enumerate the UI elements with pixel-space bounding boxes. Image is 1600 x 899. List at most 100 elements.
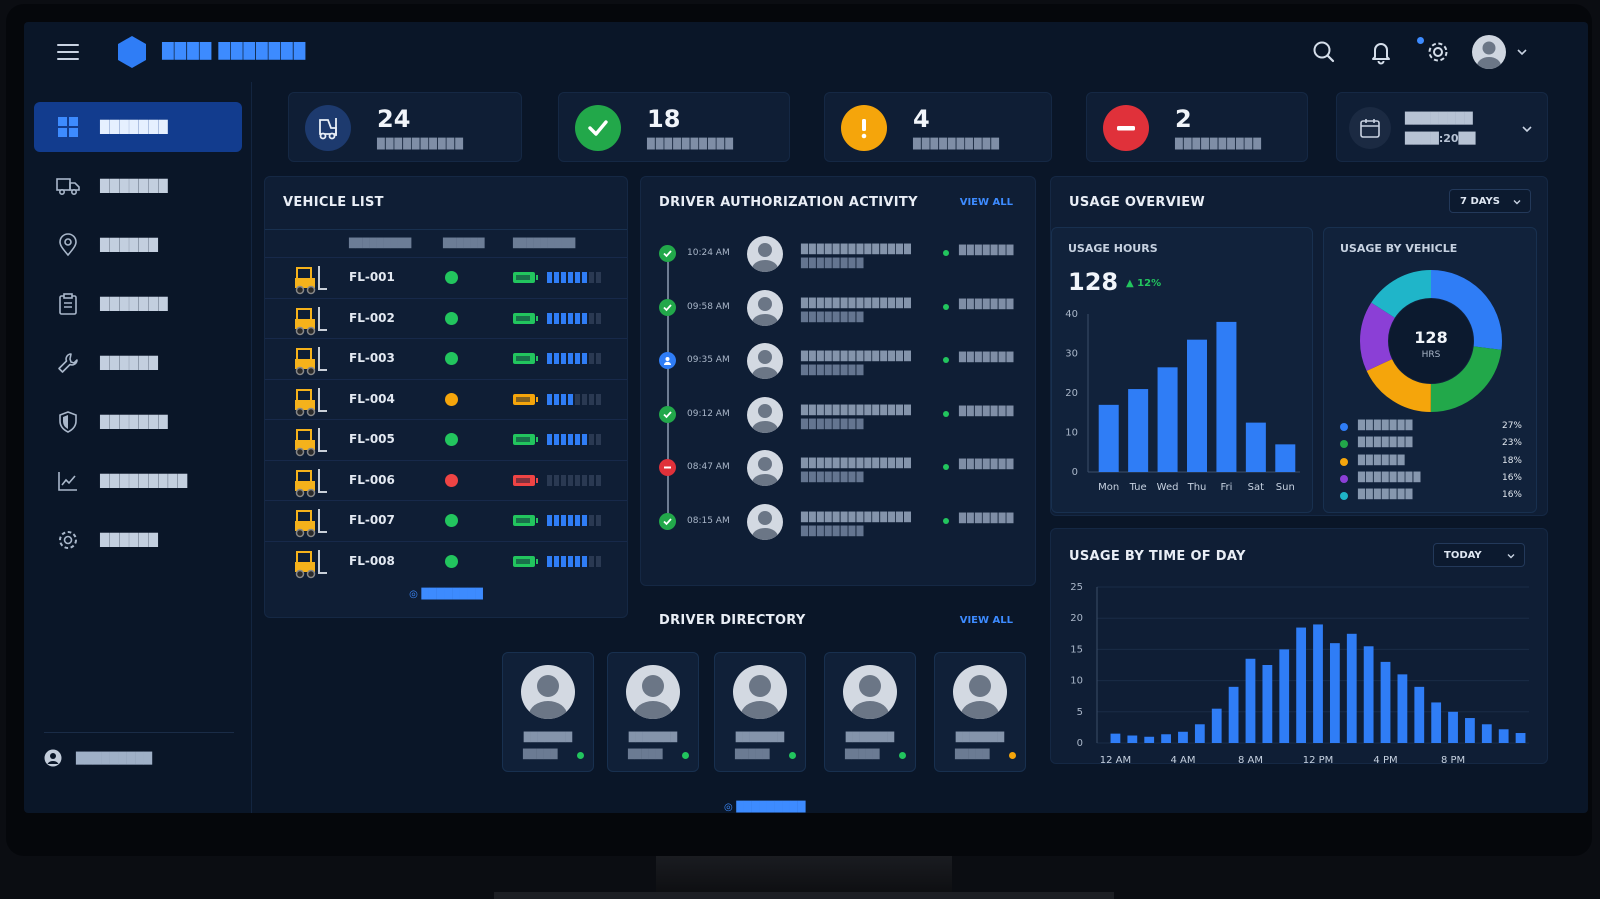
legend-label: ██████ [1358, 455, 1406, 466]
bell-icon[interactable] [1367, 38, 1395, 66]
sidebar-user[interactable]: █████████ [44, 732, 234, 767]
time-range-dropdown[interactable]: TODAY [1433, 543, 1525, 567]
sidebar-item-checklists[interactable]: ███████ [34, 279, 242, 329]
list-item[interactable]: 10:24 AM ██████████████ ████████ ███████ [659, 236, 1021, 294]
gear-icon [56, 528, 80, 552]
driver-card[interactable]: ███████ █████ [607, 652, 699, 772]
legend-swatch [1340, 492, 1348, 501]
activity-line2: ████████ [801, 473, 865, 484]
signal-bar [554, 272, 559, 283]
status-dot [943, 518, 949, 524]
sidebar-item-label: █████████ [100, 474, 188, 488]
signal-bar [575, 353, 580, 364]
activity-time: 08:47 AM [687, 462, 730, 473]
kpi-value: 24 [377, 105, 411, 133]
usage-hours-title: USAGE HOURS [1068, 242, 1158, 255]
sidebar-item-label: ███████ [100, 120, 169, 134]
table-row[interactable]: FL-002 [265, 297, 627, 338]
signal-bar [547, 272, 552, 283]
signal-bar [582, 515, 587, 526]
table-row[interactable]: FL-006 [265, 459, 627, 500]
directory-view-all-link[interactable]: VIEW ALL [959, 615, 1013, 626]
status-dot [445, 554, 458, 568]
signal-bar [575, 555, 580, 567]
bar [1245, 422, 1266, 472]
driver-card[interactable]: ███████ █████ [502, 652, 594, 772]
bar [1186, 339, 1208, 472]
driver-card[interactable]: ███████ █████ [714, 652, 806, 772]
list-item[interactable]: 08:47 AM ██████████████ ████████ ███████ [659, 450, 1021, 508]
usage-range-dropdown[interactable]: 7 DAYS [1449, 189, 1531, 213]
status-dot [682, 752, 689, 759]
donut-center-value: 128 [1414, 328, 1447, 347]
hamburger-menu-icon[interactable] [57, 44, 79, 60]
signal-bar [589, 555, 594, 567]
sidebar-item-maintenance[interactable]: ██████ [34, 338, 242, 388]
kpi-label: ██████████ [1175, 139, 1262, 150]
activity-right-text: ███████ [959, 460, 1015, 471]
table-row[interactable]: FL-008 [265, 540, 627, 581]
signal-bar [547, 515, 552, 526]
activity-view-all-link[interactable]: VIEW ALL [959, 197, 1013, 208]
trend-chart-icon [56, 469, 80, 493]
sidebar-item-settings[interactable]: ██████ [34, 515, 242, 565]
driver-role: █████ [735, 750, 770, 760]
signal-bar [561, 434, 566, 445]
chevron-down-icon[interactable] [1516, 46, 1528, 58]
driver-card[interactable]: ███████ █████ [934, 652, 1026, 772]
activity-time: 10:24 AM [687, 248, 730, 258]
settings-gear-icon[interactable] [1424, 38, 1452, 66]
signal-strength-icon [547, 515, 601, 526]
bar [1262, 665, 1273, 743]
usage-overview-title: USAGE OVERVIEW [1069, 195, 1206, 210]
sidebar-item-safety[interactable]: ███████ [34, 397, 242, 447]
driver-name: ███████ [735, 733, 785, 743]
signal-bar [596, 353, 601, 364]
user-avatar[interactable] [1472, 35, 1506, 69]
driver-card[interactable]: ███████ █████ [824, 652, 916, 772]
table-row[interactable]: FL-004 [265, 378, 627, 419]
driver-avatar [747, 396, 783, 433]
status-dot [445, 271, 458, 284]
table-row[interactable]: FL-007 [265, 500, 627, 540]
table-row[interactable]: FL-001 [265, 257, 627, 297]
signal-bar [547, 555, 552, 567]
legend-label: ███████ [1358, 421, 1414, 431]
activity-line1: ██████████████ [801, 245, 912, 255]
sidebar-item-dashboard[interactable]: ███████ [34, 102, 242, 152]
activity-time: 09:35 AM [687, 355, 730, 366]
list-item[interactable]: 09:12 AM ██████████████ ████████ ███████ [659, 396, 1021, 455]
directory-footer-link[interactable]: ◎ █████████ [724, 802, 805, 813]
activity-line1: ██████████████ [801, 298, 912, 309]
vehicle-id: FL-002 [349, 310, 395, 325]
legend-percent: 16% [1501, 472, 1522, 483]
legend-percent: 27% [1501, 421, 1522, 431]
list-item[interactable]: 09:35 AM ██████████████ ████████ ███████ [659, 343, 1021, 401]
legend-entry: ███████ 23% [1340, 437, 1522, 453]
list-item[interactable]: 08:15 AM ██████████████ ████████ ███████ [659, 504, 1021, 562]
usage-by-vehicle-panel: USAGE BY VEHICLE 128 HRS ███████ 27% ██████… [1323, 227, 1537, 513]
x-tick-label: 12 AM [1100, 755, 1131, 763]
location-pin-icon [56, 233, 80, 257]
shield-icon [56, 410, 80, 434]
activity-line1: ██████████████ [801, 405, 912, 416]
list-item[interactable]: 09:58 AM ██████████████ ████████ ███████ [659, 289, 1021, 348]
vehicle-list-footer-link[interactable]: ◎ ████████ [265, 589, 627, 600]
signal-bar [568, 555, 573, 567]
x-tick-label: Thu [1187, 482, 1207, 493]
status-dot [445, 433, 458, 446]
table-row[interactable]: FL-003 [265, 338, 627, 378]
date-range-selector[interactable]: ████████ ████:20██ [1336, 92, 1548, 162]
signal-bar [554, 555, 559, 567]
y-tick-label: 0 [1072, 467, 1078, 478]
usage-hours-delta-value: 12% [1137, 278, 1162, 289]
sidebar-item-vehicles[interactable]: ███████ [34, 161, 242, 211]
chevron-down-icon[interactable] [1521, 123, 1533, 135]
sidebar: ███████ ███████ ██████ ███████ [24, 82, 252, 813]
table-row[interactable]: FL-005 [265, 419, 627, 459]
search-icon[interactable] [1310, 38, 1338, 66]
sidebar-item-locations[interactable]: ██████ [34, 220, 242, 270]
activity-line1: ██████████████ [801, 513, 912, 523]
check-status-icon [659, 245, 676, 262]
sidebar-item-reports[interactable]: █████████ [34, 456, 242, 506]
